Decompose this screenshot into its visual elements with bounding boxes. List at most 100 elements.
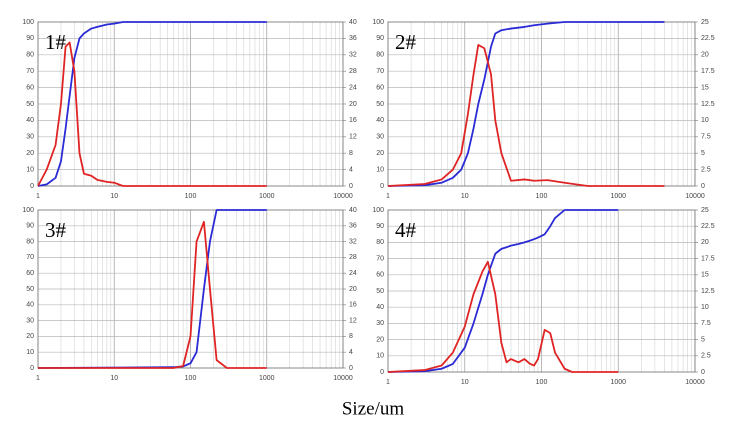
x-tick-label: 100 <box>185 375 197 382</box>
x-tick-label: 100 <box>536 379 548 386</box>
x-tick-label: 10000 <box>333 193 353 200</box>
y2-tick-label: 17.5 <box>701 255 715 262</box>
y2-tick-label: 7.5 <box>701 134 711 141</box>
y-tick-label: 60 <box>26 270 34 277</box>
cumulative-line <box>37 21 267 187</box>
y-tick-label: 0 <box>30 183 34 190</box>
y-tick-label: 40 <box>376 117 384 124</box>
y2-tick-label: 25 <box>701 19 709 26</box>
x-tick-label: 1000 <box>610 379 626 386</box>
y2-tick-label: 28 <box>349 68 357 75</box>
y2-tick-label: 0 <box>701 369 705 376</box>
x-tick-label: 10000 <box>685 379 705 386</box>
plot-frame <box>387 209 696 373</box>
y2-tick-label: 12.5 <box>701 101 715 108</box>
y2-tick-label: 24 <box>349 270 357 277</box>
y2-tick-label: 4 <box>349 349 353 356</box>
y2-tick-label: 10 <box>701 304 709 311</box>
x-tick-label: 1000 <box>610 193 626 200</box>
x-tick-label: 100 <box>536 193 548 200</box>
x-tick-label: 10 <box>110 375 118 382</box>
y-tick-label: 80 <box>26 52 34 59</box>
y2-tick-label: 20 <box>349 286 357 293</box>
y2-tick-label: 5 <box>701 336 705 343</box>
y2-tick-label: 12.5 <box>701 288 715 295</box>
y-tick-label: 70 <box>26 254 34 261</box>
y-tick-label: 90 <box>376 223 384 230</box>
x-tick-label: 1 <box>386 193 390 200</box>
y2-tick-label: 2.5 <box>701 353 711 360</box>
panel: 1 10 100 1000 10000010203040506070809010002.… <box>372 207 714 386</box>
frequency-line <box>38 220 267 369</box>
x-tick-label: 1 <box>36 193 40 200</box>
y-tick-label: 30 <box>376 134 384 141</box>
y-tick-label: 20 <box>26 333 34 340</box>
y2-tick-label: 22.5 <box>701 223 715 230</box>
y2-tick-label: 17.5 <box>701 68 715 75</box>
y2-tick-label: 40 <box>349 207 357 214</box>
y2-tick-label: 40 <box>349 19 357 26</box>
y2-tick-label: 0 <box>349 365 353 372</box>
y2-tick-label: 32 <box>349 238 357 245</box>
y2-tick-label: 0 <box>349 183 353 190</box>
y-tick-label: 10 <box>26 166 34 173</box>
y-tick-label: 30 <box>376 320 384 327</box>
y2-tick-label: 16 <box>349 117 357 124</box>
y2-tick-label: 15 <box>701 84 709 91</box>
cumulative-line <box>387 21 665 187</box>
y-tick-label: 40 <box>26 117 34 124</box>
y-tick-label: 0 <box>30 365 34 372</box>
y2-tick-label: 10 <box>701 117 709 124</box>
x-axis-label: Size/um <box>342 398 404 419</box>
x-tick-label: 1 <box>386 379 390 386</box>
y-tick-label: 20 <box>26 150 34 157</box>
x-tick-label: 10000 <box>685 193 705 200</box>
panel-label: 3# <box>45 218 67 242</box>
y-tick-label: 70 <box>26 68 34 75</box>
y2-tick-label: 24 <box>349 84 357 91</box>
y2-tick-label: 8 <box>349 333 353 340</box>
panel-label: 4# <box>395 218 417 242</box>
plot-frame <box>37 209 344 369</box>
y2-tick-label: 32 <box>349 52 357 59</box>
y2-tick-label: 22.5 <box>701 35 715 42</box>
y2-tick-label: 5 <box>701 150 705 157</box>
x-tick-label: 10 <box>110 193 118 200</box>
y-tick-label: 70 <box>376 68 384 75</box>
y-tick-label: 30 <box>26 134 34 141</box>
y-tick-label: 50 <box>26 101 34 108</box>
y2-tick-label: 20 <box>701 239 709 246</box>
y-tick-label: 0 <box>380 369 384 376</box>
y2-tick-label: 15 <box>701 272 709 279</box>
y2-tick-label: 20 <box>701 52 709 59</box>
y-tick-label: 40 <box>376 304 384 311</box>
y2-tick-label: 25 <box>701 207 709 214</box>
panel: 1 10 100 1000 100000102030405060708090100048… <box>22 207 357 382</box>
y2-tick-label: 4 <box>349 166 353 173</box>
y-tick-label: 40 <box>26 302 34 309</box>
y-tick-label: 70 <box>376 255 384 262</box>
y-tick-label: 50 <box>376 288 384 295</box>
frequency-line <box>387 44 665 187</box>
y-tick-label: 20 <box>376 150 384 157</box>
y-tick-label: 80 <box>26 238 34 245</box>
y2-tick-label: 36 <box>349 223 357 230</box>
panel-label: 2# <box>395 30 417 54</box>
x-tick-label: 10 <box>461 379 469 386</box>
x-tick-label: 10000 <box>333 375 353 382</box>
y-tick-label: 90 <box>26 35 34 42</box>
y2-tick-label: 8 <box>349 150 353 157</box>
y-tick-label: 20 <box>376 336 384 343</box>
frequency-line <box>37 41 267 187</box>
y-tick-label: 80 <box>376 239 384 246</box>
y2-tick-label: 16 <box>349 302 357 309</box>
y-tick-label: 60 <box>376 272 384 279</box>
y-tick-label: 90 <box>376 35 384 42</box>
y-tick-label: 50 <box>26 286 34 293</box>
y2-tick-label: 12 <box>349 134 357 141</box>
y2-tick-label: 36 <box>349 35 357 42</box>
y-tick-label: 0 <box>380 183 384 190</box>
y-tick-label: 50 <box>376 101 384 108</box>
x-tick-label: 100 <box>185 193 197 200</box>
